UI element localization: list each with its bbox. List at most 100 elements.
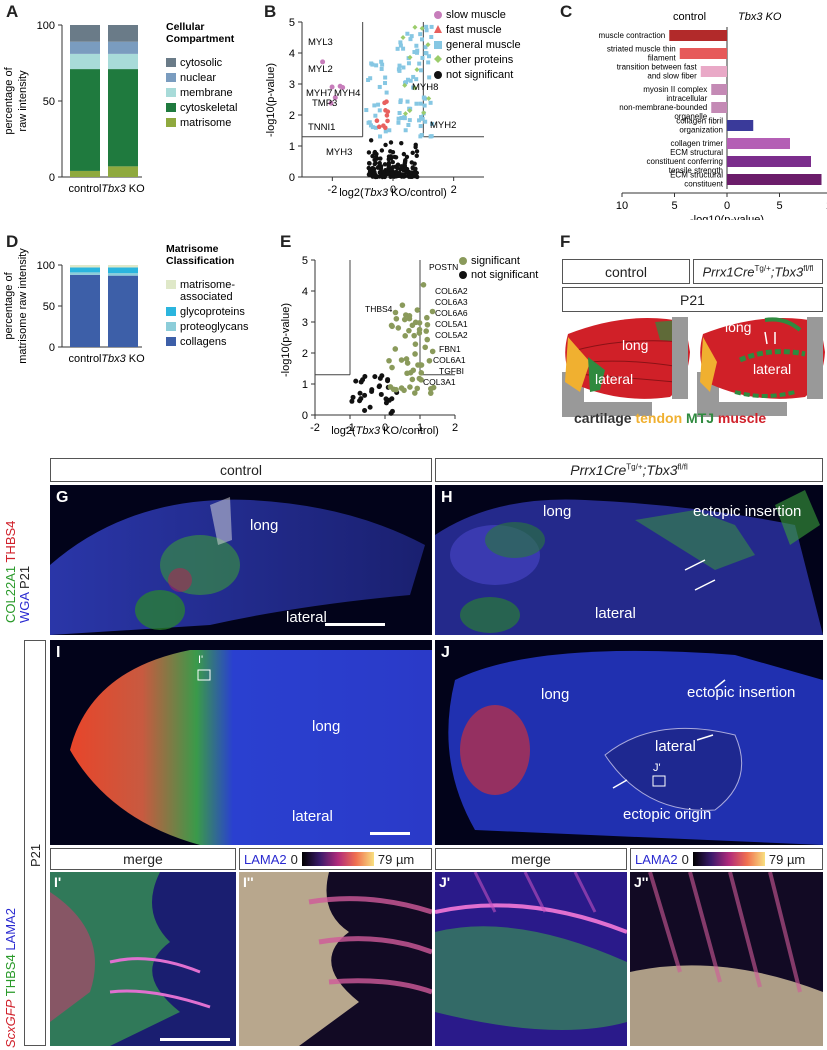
sub-j2-image: J'' [630,872,823,1046]
point-significant [390,386,397,393]
sub-i2-zero: 0 [290,851,298,867]
sub-i2-colorbar [301,852,374,866]
y-tick-label: 100 [37,20,55,32]
micro-ko-header: Prrx1CreTg/+;Tbx3fl/fl [435,458,823,482]
panel-a-chart: 0 50 100 percentage of raw intensity control T… [3,20,237,195]
go-term-label: myosin II complex [643,85,707,94]
point-general-muscle [366,77,371,82]
legend-label: membrane [180,87,233,99]
y-label-1: percentage of [3,66,15,134]
go-bar [669,30,727,41]
legend-label: glycoproteins [180,306,245,318]
panel-c-go-chart: control Tbx3 KO 10 5 0 5 10 -log10(p-value) musc… [599,11,827,220]
legend-muscle: muscle [717,410,767,426]
point-slow-muscle [320,59,326,65]
point-general-muscle [429,134,434,139]
y-label: -log10(p-value) [280,303,292,377]
point-not-significant [383,142,388,148]
point-significant [411,390,418,396]
panel-e-label: E [280,232,292,251]
bar-segment-matrisome-associated [108,265,138,268]
point-not-significant [378,391,384,397]
point-significant [409,376,416,383]
point-not-significant [399,140,404,146]
point-general-muscle [424,51,429,56]
point-not-significant [393,155,399,160]
go-bar [679,48,727,59]
bar-segment-matrisome [70,170,100,177]
point-not-significant [385,171,391,177]
point-other-proteins [402,82,408,88]
point-significant [406,327,412,334]
bar-segment-membrane [70,53,100,70]
point-not-significant [374,151,379,157]
point-general-muscle [370,62,375,67]
legend-label: collagens [180,336,227,348]
bar-segment-collagens [70,274,100,347]
point-general-muscle [377,84,382,89]
legend-label: general muscle [446,39,521,51]
point-general-muscle [397,63,402,68]
point-not-significant [369,389,375,395]
schematic-ko-lateral: lateral [753,361,791,377]
legend-marker [434,11,442,19]
panel-j-long: long [541,686,570,703]
point-not-significant [389,396,395,402]
legend-swatch [166,118,176,127]
point-general-muscle [414,101,419,106]
point-slow-muscle [332,95,338,101]
point-significant [429,308,436,315]
panel-i-art [70,650,432,845]
ko-label: Tbx3 KO [738,11,782,23]
mko-sup2: fl/fl [677,462,688,472]
schematic-ko: long lateral [697,317,825,417]
point-not-significant [378,165,383,171]
schematic-control: long lateral [562,317,690,417]
point-not-significant [388,149,393,154]
point-general-muscle [396,116,401,121]
point-general-muscle [401,65,406,70]
sub-i1-header: merge [50,848,236,870]
point-general-muscle [396,120,401,125]
bar-segment-nuclear [70,41,100,54]
point-significant [398,357,405,363]
panel-j-ectopic-orig: ectopic origin [623,806,712,823]
p21-side-text: P21 [28,843,43,867]
point-not-significant [367,172,372,178]
panel-i-inset: I' [198,654,204,666]
x-tick-label: 5 [671,200,677,212]
point-general-muscle [418,124,423,129]
point-general-muscle [429,24,434,29]
point-not-significant [372,374,378,380]
point-general-muscle [417,118,422,123]
point-significant [392,346,399,352]
point-not-significant [414,174,420,180]
legend-title: Matrisome [166,243,219,255]
sub-i1-label: I' [54,874,62,890]
go-bar [727,156,811,167]
legend-swatch [166,322,176,331]
point-general-muscle [417,61,422,66]
panel-h-label: H [441,489,453,506]
point-general-muscle [399,116,404,121]
panel-a-label: A [6,2,19,21]
point-significant [392,309,399,316]
sub-i1-art [50,872,230,1046]
panel-h-image: H long ectopic insertion lateral [435,485,823,635]
schematic-ko-long: long [725,319,751,335]
go-term-label: non-membrane-bounded [619,103,707,112]
point-fast-muscle [376,124,382,130]
annotation-label: FBN1 [439,344,461,354]
point-not-significant [377,160,382,166]
point-general-muscle [421,95,426,100]
y-tick-label: 0 [49,342,55,354]
x-tick-label: Tbx3 KO [101,183,145,195]
point-slow-muscle [329,84,335,90]
point-not-significant [413,144,418,150]
point-general-muscle [380,62,385,67]
go-bar [727,174,822,185]
legend-label: proteoglycans [180,321,249,333]
legend-marker [434,71,442,79]
point-not-significant [414,153,419,158]
point-not-significant [402,163,408,168]
